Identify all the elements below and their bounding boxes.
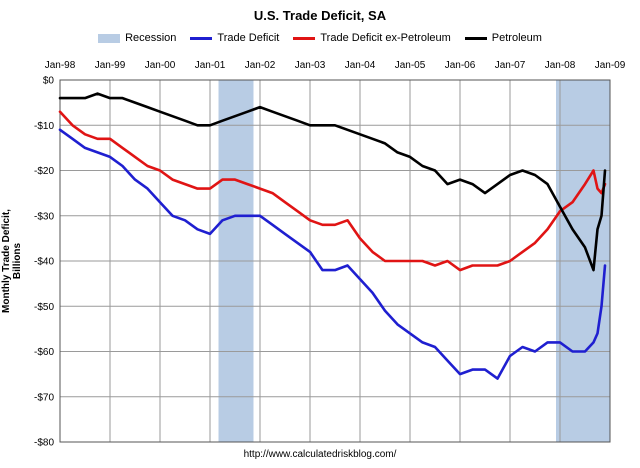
- x-tick-label: Jan-05: [395, 60, 426, 71]
- legend-item-trade-deficit: Trade Deficit: [190, 32, 279, 44]
- y-tick-label: -$20: [34, 166, 54, 177]
- x-tick-label: Jan-07: [495, 60, 526, 71]
- x-tick-label: Jan-00: [145, 60, 176, 71]
- x-tick-label: Jan-09: [595, 60, 626, 71]
- y-tick-label: -$70: [34, 392, 54, 403]
- x-tick-label: Jan-06: [445, 60, 476, 71]
- legend: Recession Trade Deficit Trade Deficit ex…: [0, 32, 640, 44]
- legend-label-trade-deficit: Trade Deficit: [217, 32, 280, 44]
- source-credit: http://www.calculatedriskblog.com/: [243, 449, 397, 460]
- series-line-trade-deficit-ex-petroleum: [58, 110, 607, 272]
- y-tick-label: -$80: [34, 438, 54, 449]
- y-tick-label: -$30: [34, 211, 54, 222]
- legend-item-petroleum: Petroleum: [464, 32, 542, 44]
- legend-swatch-trade-deficit-ex-petroleum: [293, 36, 316, 40]
- legend-label-recession: Recession: [125, 32, 177, 44]
- x-tick-label: Jan-08: [545, 60, 576, 71]
- y-tick-label: -$50: [34, 302, 54, 313]
- y-tick-label: -$60: [34, 347, 54, 358]
- legend-swatch-petroleum: [464, 36, 487, 40]
- series-line-petroleum: [58, 92, 607, 272]
- x-tick-label: Jan-03: [295, 60, 326, 71]
- legend-label-petroleum: Petroleum: [491, 32, 542, 44]
- x-tick-label: Jan-04: [345, 60, 376, 71]
- legend-item-trade-deficit-ex-petroleum: Trade Deficit ex-Petroleum: [293, 32, 451, 44]
- x-tick-label: Jan-99: [95, 60, 126, 71]
- y-tick-label: -$40: [34, 257, 54, 268]
- x-tick-label: Jan-98: [45, 60, 76, 71]
- legend-label-trade-deficit-ex-petroleum: Trade Deficit ex-Petroleum: [320, 32, 451, 44]
- legend-swatch-trade-deficit: [190, 36, 213, 40]
- y-axis-label: Monthly Trade Deficit, Billions: [1, 209, 23, 313]
- x-tick-label: Jan-02: [245, 60, 276, 71]
- legend-item-recession: Recession: [98, 32, 176, 44]
- plot-border: [59, 79, 611, 443]
- y-tick-label: -$10: [34, 121, 54, 132]
- x-tick-label: Jan-01: [195, 60, 226, 71]
- series-line-trade-deficit: [58, 128, 607, 380]
- chart-title: U.S. Trade Deficit, SA: [253, 8, 387, 23]
- legend-swatch-recession: [98, 33, 121, 43]
- y-tick-label: $0: [43, 76, 55, 87]
